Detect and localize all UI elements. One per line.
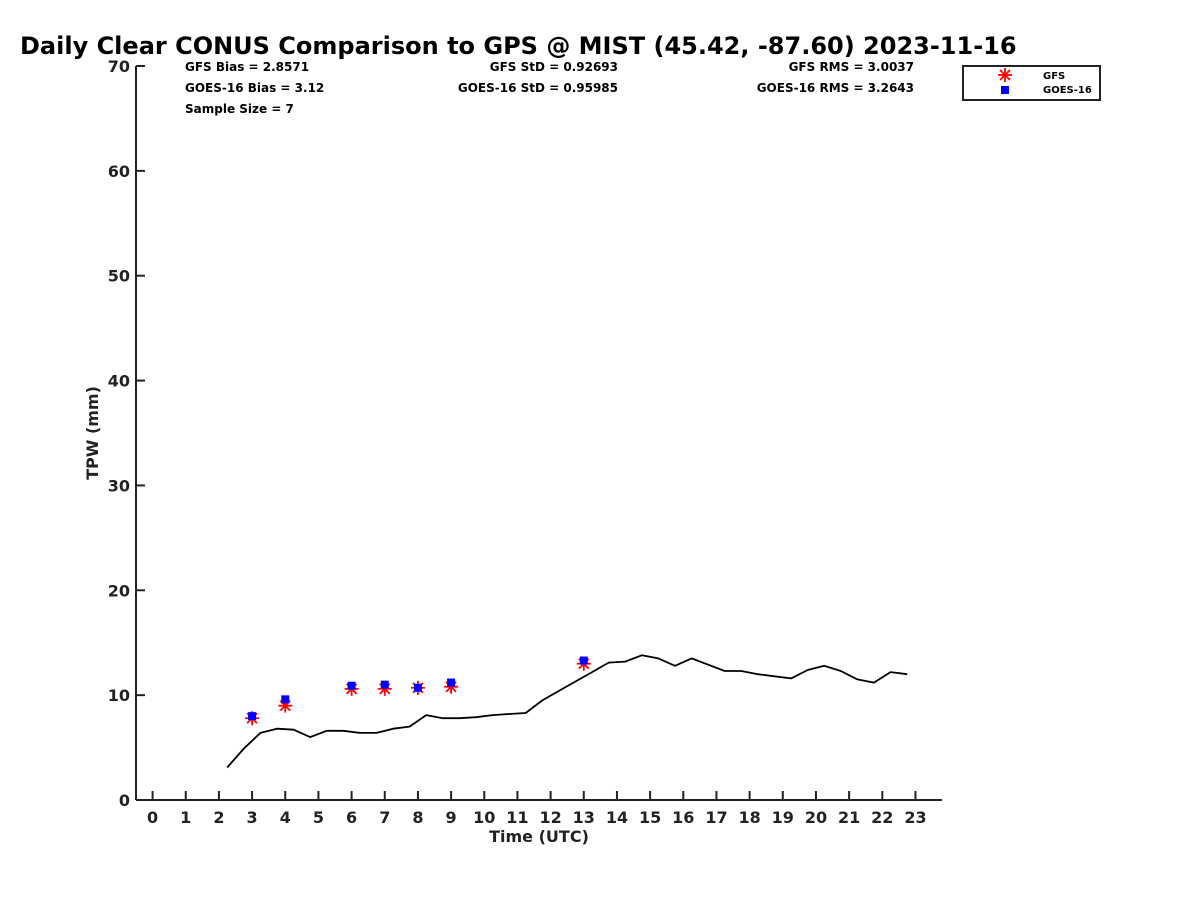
x-tick-label: 9 xyxy=(446,808,457,827)
x-tick-label: 22 xyxy=(871,808,893,827)
plot-area xyxy=(226,654,908,769)
sample-size-stat: Sample Size = 7 xyxy=(185,102,294,116)
y-tick-label: 10 xyxy=(108,686,130,705)
x-tick-label: 10 xyxy=(473,808,495,827)
x-tick-label: 7 xyxy=(379,808,390,827)
y-tick-label: 40 xyxy=(108,372,130,391)
goes16-point xyxy=(579,656,588,665)
goes-rms-stat: GOES-16 RMS = 3.2643 xyxy=(757,81,914,95)
y-axis-label: TPW (mm) xyxy=(83,386,102,480)
legend-box xyxy=(962,65,1101,101)
x-tick-label: 0 xyxy=(147,808,158,827)
x-tick-label: 11 xyxy=(506,808,528,827)
x-tick-label: 1 xyxy=(180,808,191,827)
legend: GFS GOES-16 xyxy=(962,65,1101,101)
x-tick-label: 23 xyxy=(904,808,926,827)
goes16-point xyxy=(281,695,290,704)
legend-goes-marker xyxy=(1001,86,1009,94)
y-axis-ticks: 0 10 20 30 40 50 60 70 xyxy=(108,57,145,810)
gfs-std-stat: GFS StD = 0.92693 xyxy=(490,60,618,74)
x-tick-label: 21 xyxy=(838,808,860,827)
x-tick-label: 17 xyxy=(705,808,727,827)
goes16-point xyxy=(347,681,356,690)
x-tick-label: 3 xyxy=(247,808,258,827)
goes16-point xyxy=(380,680,389,689)
goes16-point xyxy=(248,712,257,721)
y-tick-label: 30 xyxy=(108,476,130,495)
legend-gfs-marker xyxy=(998,68,1012,82)
y-tick-label: 70 xyxy=(108,57,130,76)
y-tick-label: 50 xyxy=(108,267,130,286)
x-tick-label: 19 xyxy=(772,808,794,827)
y-tick-label: 60 xyxy=(108,162,130,181)
x-tick-label: 8 xyxy=(412,808,423,827)
x-axis-label: Time (UTC) xyxy=(489,827,589,846)
x-tick-label: 16 xyxy=(672,808,694,827)
legend-gfs-label: GFS xyxy=(1043,71,1065,82)
x-tick-label: 5 xyxy=(313,808,324,827)
y-tick-label: 20 xyxy=(108,581,130,600)
x-tick-label: 6 xyxy=(346,808,357,827)
gfs-rms-stat: GFS RMS = 3.0037 xyxy=(789,60,914,74)
x-tick-label: 15 xyxy=(639,808,661,827)
goes16-point xyxy=(413,683,422,692)
legend-gfs-asterisk xyxy=(998,68,1012,82)
x-tick-label: 14 xyxy=(606,808,628,827)
x-axis-ticks: 0 1 2 3 4 5 6 7 8 9 10 11 12 13 14 15 16 17 18 19 20 21 22 23 xyxy=(147,791,927,827)
goes16-point xyxy=(447,678,456,687)
legend-goes-label: GOES-16 xyxy=(1043,85,1092,96)
x-tick-label: 4 xyxy=(280,808,291,827)
goes-bias-stat: GOES-16 Bias = 3.12 xyxy=(185,81,324,95)
gps-tpw-line xyxy=(226,654,908,769)
x-tick-label: 12 xyxy=(539,808,561,827)
x-tick-label: 13 xyxy=(573,808,595,827)
y-tick-label: 0 xyxy=(119,791,130,810)
chart-title: Daily Clear CONUS Comparison to GPS @ MI… xyxy=(20,32,1017,60)
gfs-bias-stat: GFS Bias = 2.8571 xyxy=(185,60,309,74)
x-tick-label: 2 xyxy=(213,808,224,827)
goes-std-stat: GOES-16 StD = 0.95985 xyxy=(458,81,618,95)
x-tick-label: 18 xyxy=(738,808,760,827)
x-tick-label: 20 xyxy=(805,808,827,827)
